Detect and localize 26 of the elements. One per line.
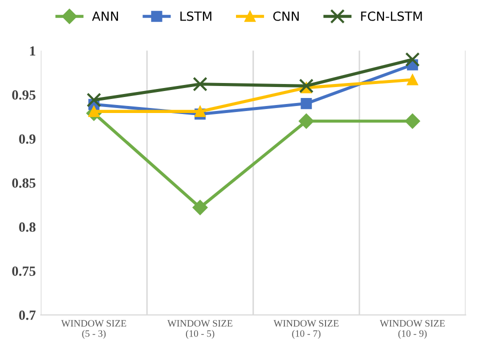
point: [300, 98, 312, 110]
y-tick-label: 1: [30, 46, 36, 56]
point: [86, 92, 102, 108]
y-tick-label: 0.7: [19, 310, 36, 320]
point: [192, 76, 208, 92]
y-tick-label: 0.75: [12, 266, 36, 276]
x-tick-label: WINDOW SIZE (10 - 7): [274, 320, 339, 339]
point: [406, 74, 418, 86]
point: [405, 52, 420, 67]
point: [192, 200, 208, 216]
y-tick-label: 0.95: [12, 90, 36, 100]
point: [88, 106, 100, 118]
y-tick-label: 0.85: [12, 178, 36, 188]
point: [194, 106, 206, 118]
y-tick-label: 0.9: [19, 134, 36, 144]
point: [299, 78, 314, 94]
y-tick-label: 0.8: [19, 222, 36, 232]
legend-label: CNN: [273, 11, 299, 21]
point: [298, 114, 314, 129]
legend-label: ANN: [92, 12, 118, 21]
x-tick-label: WINDOW SIZE (10 - 9): [380, 320, 445, 339]
x-tick-label: WINDOW SIZE (5 - 3): [61, 320, 126, 339]
legend-label: LSTM: [180, 11, 212, 21]
x-tick-label: WINDOW SIZE (10 - 5): [167, 320, 232, 339]
legend-label: FCN-LSTM: [361, 11, 422, 21]
point: [404, 114, 420, 129]
